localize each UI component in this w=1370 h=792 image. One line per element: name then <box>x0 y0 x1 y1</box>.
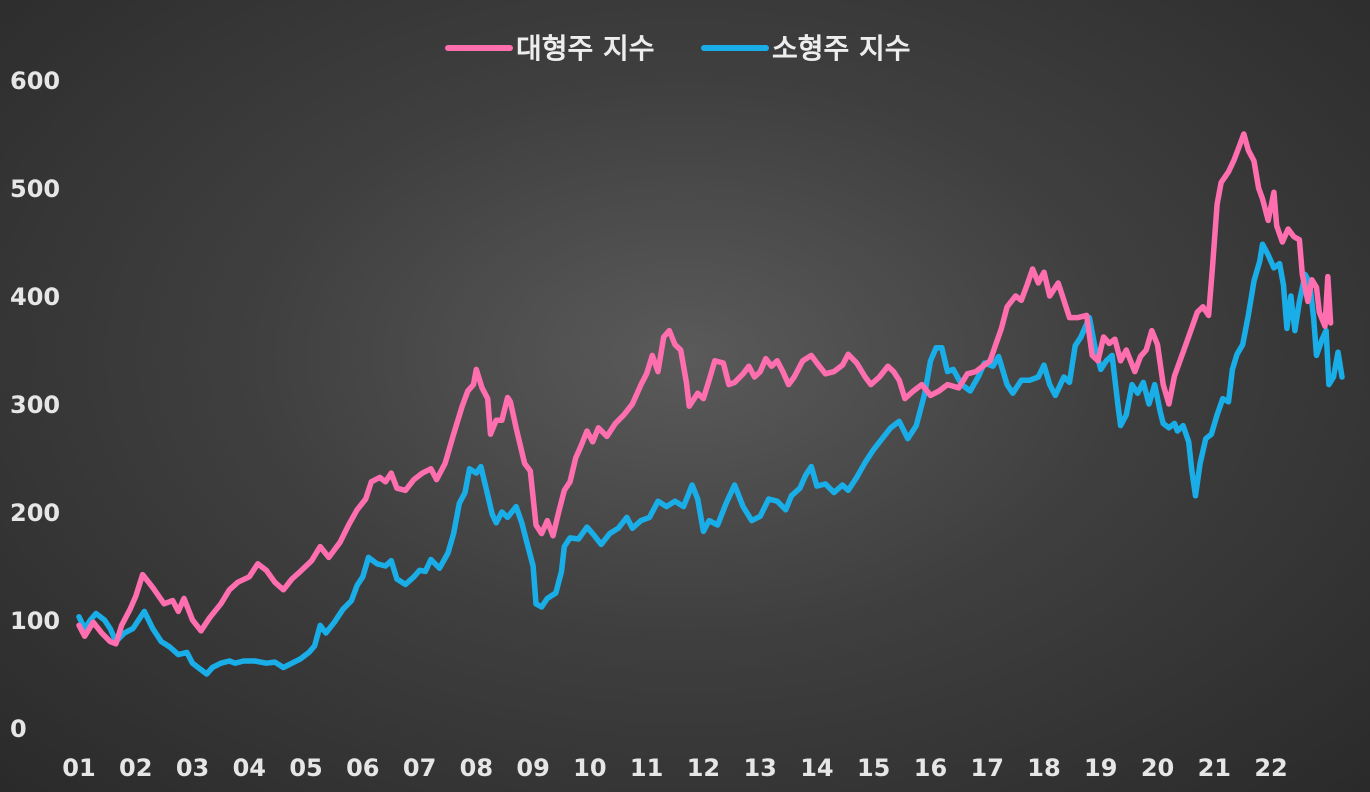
y-tick-label: 500 <box>10 175 60 203</box>
x-tick-label: 11 <box>630 754 663 782</box>
x-tick-label: 14 <box>800 754 833 782</box>
x-tick-label: 06 <box>346 754 379 782</box>
x-tick-label: 20 <box>1141 754 1174 782</box>
x-tick-label: 05 <box>289 754 322 782</box>
series-layer <box>76 131 1345 677</box>
legend: 대형주 지수 소형주 지수 <box>445 32 911 65</box>
x-tick-label: 04 <box>233 754 266 782</box>
x-tick-label: 09 <box>516 754 549 782</box>
y-tick-label: 400 <box>10 283 60 311</box>
x-tick-label: 13 <box>743 754 776 782</box>
legend-label-large-cap: 대형주 지수 <box>516 32 655 65</box>
series-line-large-cap <box>76 131 1334 647</box>
legend-item-large-cap: 대형주 지수 <box>445 32 655 65</box>
x-tick-label: 19 <box>1084 754 1117 782</box>
y-tick-label: 300 <box>10 391 60 419</box>
x-tick-label: 10 <box>573 754 606 782</box>
y-tick-label: 100 <box>10 607 60 635</box>
y-tick-label: 600 <box>10 67 60 95</box>
x-tick-label: 15 <box>857 754 890 782</box>
x-tick-label: 22 <box>1254 754 1287 782</box>
y-tick-label: 0 <box>10 715 27 743</box>
legend-item-small-cap: 소형주 지수 <box>701 32 911 65</box>
x-tick-label: 02 <box>119 754 152 782</box>
series-line-small-cap <box>76 241 1345 677</box>
x-tick-label: 03 <box>176 754 209 782</box>
x-tick-label: 16 <box>914 754 947 782</box>
x-tick-label: 07 <box>403 754 436 782</box>
x-axis: 01 02 03 04 05 06 07 08 09 10 11 12 13 14 15 16 17 18 19 20… <box>62 754 1287 782</box>
y-axis: 0 100 200 300 400 500 600 <box>10 67 60 743</box>
x-tick-label: 18 <box>1027 754 1060 782</box>
y-tick-label: 200 <box>10 499 60 527</box>
legend-label-small-cap: 소형주 지수 <box>772 32 911 65</box>
x-tick-label: 21 <box>1198 754 1231 782</box>
x-tick-label: 01 <box>62 754 95 782</box>
x-tick-label: 17 <box>971 754 1004 782</box>
x-tick-label: 12 <box>687 754 720 782</box>
x-tick-label: 08 <box>460 754 493 782</box>
